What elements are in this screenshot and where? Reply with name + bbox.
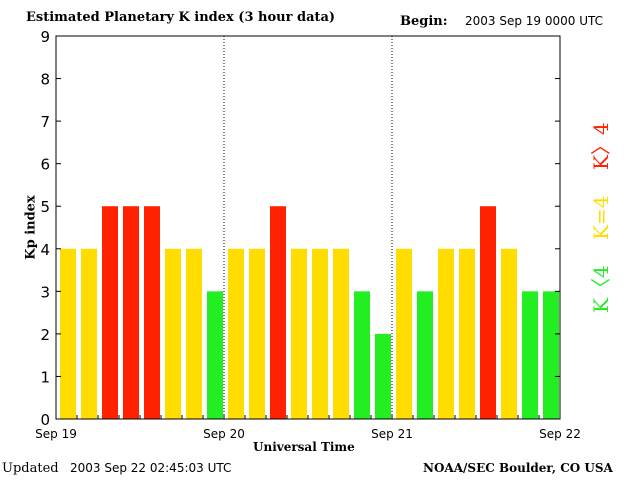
- kp-bar: [186, 248, 202, 419]
- begin-value: 2003 Sep 19 0000 UTC: [465, 14, 604, 28]
- legend-equal: K=4: [589, 195, 613, 240]
- kp-bar: [375, 333, 391, 419]
- y-tick-label: 1: [40, 368, 50, 386]
- kp-bar: [501, 248, 517, 419]
- kp-bar: [249, 248, 265, 419]
- chart-title: Estimated Planetary K index (3 hour data…: [26, 10, 336, 25]
- kp-bar: [123, 206, 139, 419]
- x-tick-label: Sep 20: [203, 427, 245, 441]
- x-tick-label: Sep 22: [539, 427, 581, 441]
- kp-bar: [312, 248, 328, 419]
- kp-bar: [522, 291, 538, 419]
- x-tick-label: Sep 19: [35, 427, 77, 441]
- begin-label: Begin:: [400, 14, 448, 29]
- credit-label: NOAA/SEC Boulder, CO USA: [423, 461, 613, 475]
- y-tick-labels: 0 1 2 3 4 5 6 7 8 9: [40, 28, 50, 429]
- kp-bar: [480, 206, 496, 419]
- kp-bar: [396, 248, 412, 419]
- kp-bar: [165, 248, 181, 419]
- y-tick-label: 9: [40, 28, 50, 46]
- bars-group: [60, 206, 559, 419]
- y-tick-label: 2: [40, 326, 50, 344]
- kp-bar: [543, 291, 559, 419]
- legend-high: K〉4: [589, 122, 613, 170]
- y-tick-label: 5: [40, 198, 50, 216]
- legend-low: K〈4: [589, 265, 613, 313]
- kp-bar: [270, 206, 286, 419]
- y-tick-label: 7: [40, 113, 50, 131]
- y-tick-label: 4: [40, 241, 50, 259]
- axes: [55, 35, 561, 420]
- kp-bar: [144, 206, 160, 419]
- kp-bar: [228, 248, 244, 419]
- kp-bar: [354, 291, 370, 419]
- y-axis-label: Kp index: [23, 195, 39, 260]
- x-axis-label: Universal Time: [253, 440, 355, 454]
- kp-bar: [333, 248, 349, 419]
- y-tick-label: 6: [40, 156, 50, 174]
- kp-bar: [291, 248, 307, 419]
- kp-bar: [207, 291, 223, 419]
- x-tick-label: Sep 21: [371, 427, 413, 441]
- kp-bar: [417, 291, 433, 419]
- y-tick-label: 0: [40, 411, 50, 429]
- kp-bar: [102, 206, 118, 419]
- x-tick-labels: Sep 19 Sep 20 Sep 21 Sep 22: [35, 427, 581, 441]
- kp-bar: [438, 248, 454, 419]
- kp-bar: [60, 248, 76, 419]
- kp-bar: [81, 248, 97, 419]
- kp-bar: [459, 248, 475, 419]
- updated-value: 2003 Sep 22 02:45:03 UTC: [70, 461, 232, 475]
- y-tick-label: 3: [40, 283, 50, 301]
- updated-label: Updated: [2, 461, 59, 476]
- y-tick-label: 8: [40, 71, 50, 89]
